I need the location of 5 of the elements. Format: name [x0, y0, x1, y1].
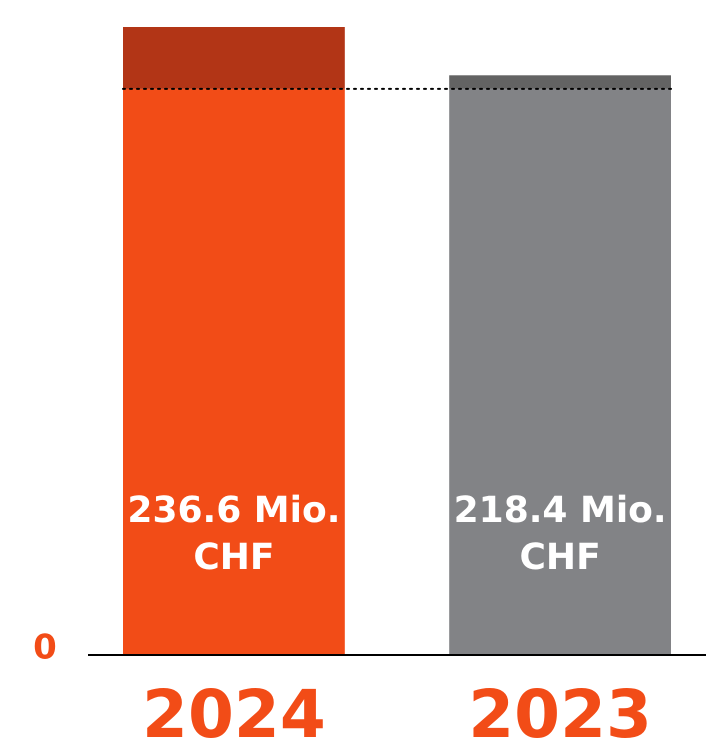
annotation: 218.4 Mio. CHF — [454, 490, 667, 578]
x-tick-label: 2024 — [142, 676, 326, 747]
annotation: 236.6 Mio. CHF — [127, 490, 340, 578]
x-tick-label: 2023 — [468, 676, 652, 747]
text: 0 — [33, 627, 57, 668]
